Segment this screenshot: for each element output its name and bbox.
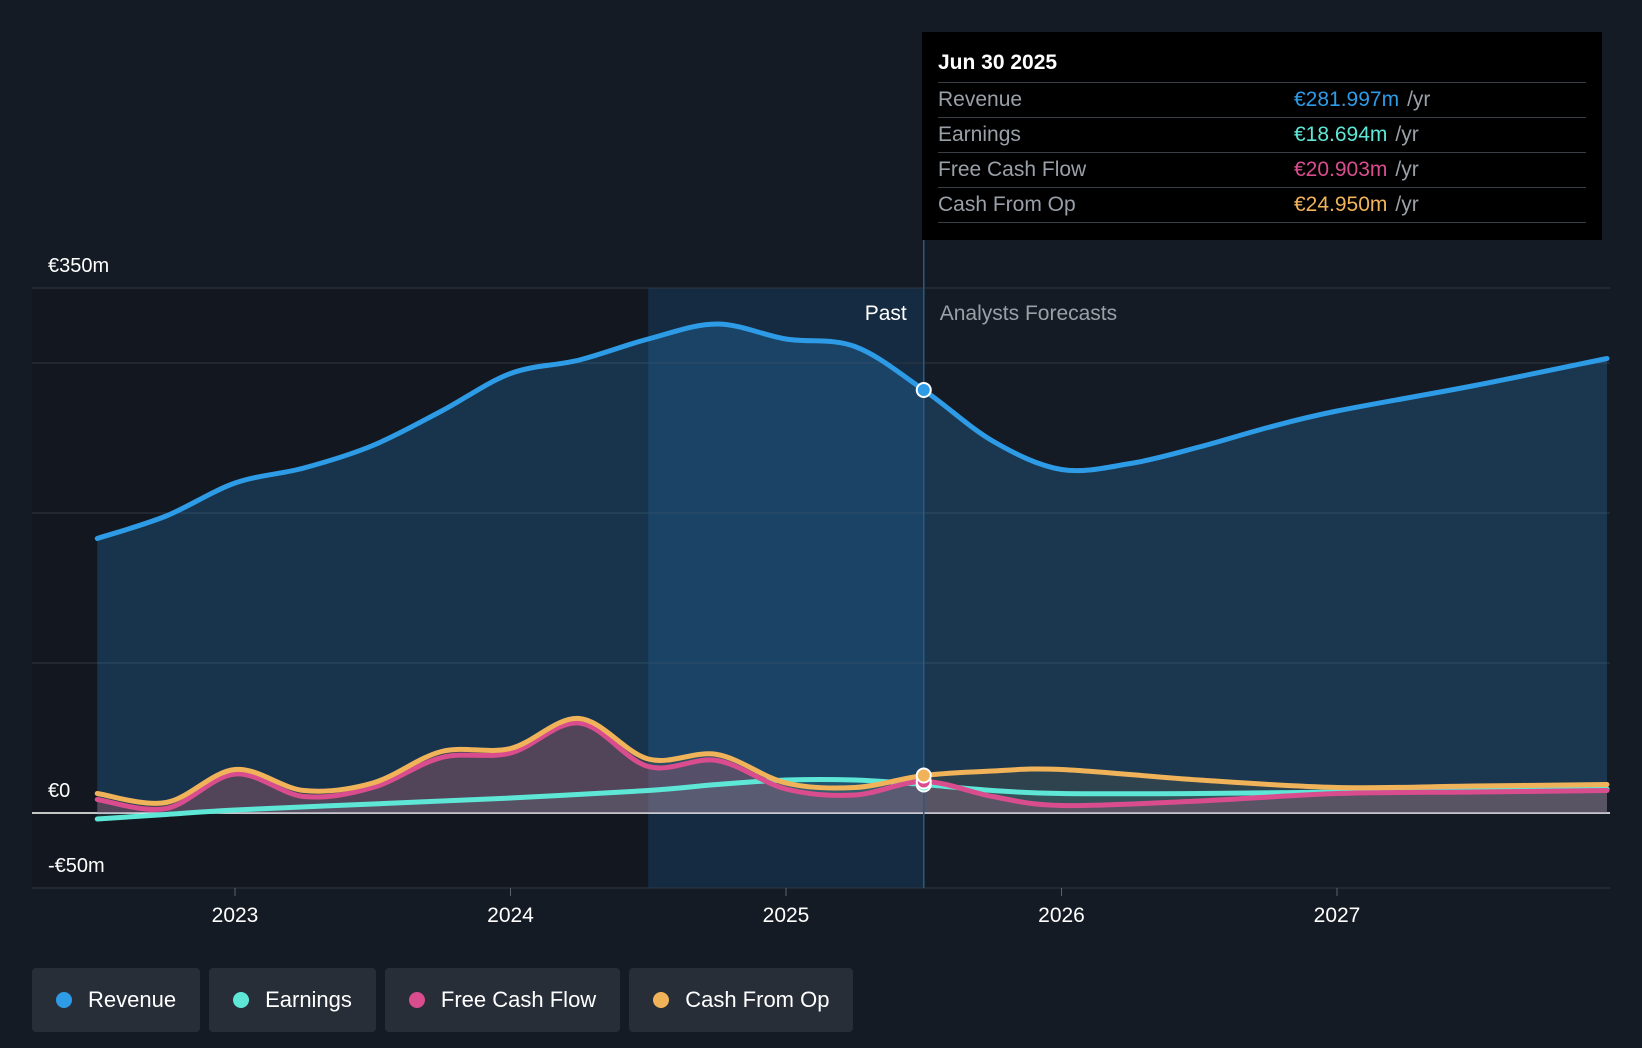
- marker-cash-from-op: [915, 767, 932, 784]
- legend-label: Revenue: [88, 987, 177, 1012]
- tooltip-value: €20.903m: [1294, 158, 1388, 181]
- y-tick-label: -€50m: [48, 855, 105, 877]
- tooltip-label: Earnings: [938, 123, 1021, 146]
- y-axis: €350m €0 -€50m: [48, 255, 109, 877]
- legend-label: Earnings: [265, 987, 352, 1012]
- tooltip-value: €24.950m: [1294, 193, 1388, 216]
- legend-item-cash-from-op[interactable]: Cash From Op: [629, 968, 854, 1032]
- y-tick-label: €0: [48, 780, 70, 802]
- x-tick-label: 2027: [1314, 904, 1361, 927]
- legend-dot-icon: [408, 992, 425, 1008]
- legend-dot-icon: [233, 992, 250, 1008]
- tooltip-row-revenue: Revenue €281.997m /yr: [938, 83, 1586, 118]
- legend-item-earnings[interactable]: Earnings: [209, 968, 376, 1032]
- tooltip-unit: /yr: [1395, 193, 1419, 216]
- tooltip-value: €281.997m: [1294, 88, 1400, 111]
- line-cash-from-op: [94, 715, 1610, 806]
- tooltip-unit: /yr: [1407, 88, 1431, 111]
- line-free-cash-flow: [94, 720, 1610, 812]
- x-tick-label: 2025: [763, 904, 810, 927]
- area-cash-from-op: [97, 718, 1607, 813]
- past-label: Past: [865, 302, 907, 325]
- legend-dot-icon: [56, 992, 72, 1008]
- tooltip-value: €18.694m: [1294, 123, 1388, 146]
- y-tick-label: €350m: [48, 255, 109, 277]
- legend-label: Cash From Op: [685, 987, 830, 1012]
- tooltip-row-earnings: Earnings €18.694m /yr: [938, 118, 1586, 153]
- gridlines: [32, 287, 1610, 889]
- series-lines: [94, 321, 1610, 822]
- tooltip-row-cash-from-op: Cash From Op €24.950m /yr: [938, 188, 1586, 223]
- tooltip-date: Jun 30 2025: [938, 46, 1586, 83]
- legend-item-free-cash-flow[interactable]: Free Cash Flow: [384, 968, 621, 1032]
- legend: Revenue Earnings Free Cash Flow Cash Fro…: [32, 968, 854, 1032]
- area-earnings: [97, 779, 1607, 819]
- x-tick-label: 2024: [487, 904, 534, 927]
- forecast-label: Analysts Forecasts: [940, 302, 1117, 325]
- area-free-cash-flow: [97, 722, 1607, 813]
- area-revenue: [97, 324, 1607, 813]
- tooltip-markers: [915, 382, 932, 793]
- tooltip-label: Cash From Op: [938, 193, 1076, 216]
- marker-revenue: [915, 382, 932, 398]
- tooltip-row-free-cash-flow: Free Cash Flow €20.903m /yr: [938, 153, 1586, 188]
- legend-label: Free Cash Flow: [440, 987, 597, 1012]
- legend-dot-icon: [653, 992, 670, 1008]
- tooltip-label: Free Cash Flow: [938, 158, 1087, 181]
- legend-item-revenue[interactable]: Revenue: [32, 968, 201, 1032]
- tooltip-unit: /yr: [1395, 158, 1419, 181]
- x-axis: 2023 2024 2025 2026 2027: [212, 888, 1361, 927]
- x-tick-label: 2023: [212, 904, 259, 927]
- tooltip-unit: /yr: [1395, 123, 1419, 146]
- series-areas: [97, 324, 1607, 819]
- x-tick-label: 2026: [1038, 904, 1085, 927]
- tooltip-panel: Jun 30 2025 Revenue €281.997m /yr Earnin…: [922, 32, 1602, 240]
- tooltip-label: Revenue: [938, 88, 1023, 111]
- line-revenue: [94, 321, 1610, 541]
